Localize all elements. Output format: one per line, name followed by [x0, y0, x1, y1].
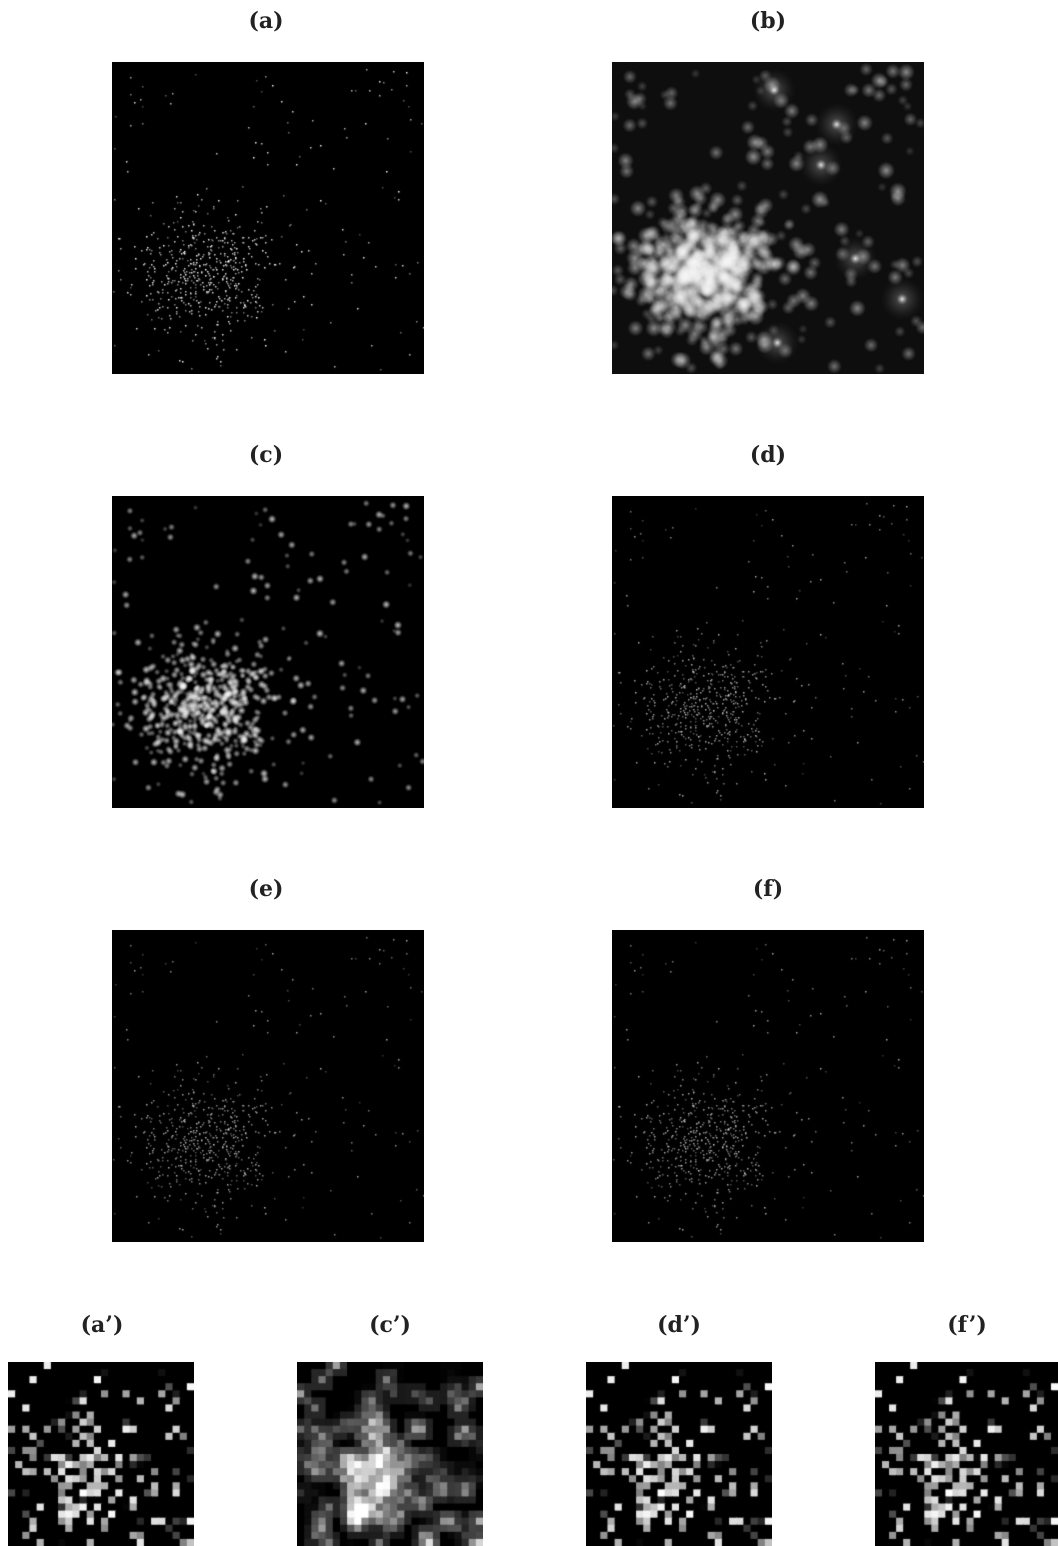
panel-a-canvas [112, 62, 424, 374]
panel-d-image [612, 496, 924, 808]
panel-a-prime-image [8, 1362, 194, 1546]
panel-a-prime-label: (a’) [80, 1312, 124, 1338]
panel-c-prime-label: (c’) [369, 1312, 411, 1338]
panel-f-prime-image [875, 1362, 1058, 1546]
panel-c-prime-canvas [297, 1362, 483, 1546]
panel-f-image [612, 930, 924, 1242]
panel-c-label: (c) [248, 442, 284, 468]
panel-d-prime-image [586, 1362, 772, 1546]
panel-a-label: (a) [248, 8, 284, 34]
panel-d-prime-label: (d’) [657, 1312, 701, 1338]
panel-d-label: (d) [749, 442, 787, 468]
panel-f-prime-label: (f’) [947, 1312, 987, 1338]
panel-a-image [112, 62, 424, 374]
panel-f-canvas [612, 930, 924, 1242]
panel-f-label: (f) [752, 876, 784, 902]
panel-b-canvas [612, 62, 924, 374]
panel-f-prime-canvas [875, 1362, 1058, 1546]
panel-e-canvas [112, 930, 424, 1242]
panel-e-label: (e) [248, 876, 284, 902]
panel-c-canvas [112, 496, 424, 808]
panel-d-canvas [612, 496, 924, 808]
panel-b-label: (b) [749, 8, 787, 34]
panel-a-prime-canvas [8, 1362, 194, 1546]
panel-c-image [112, 496, 424, 808]
panel-d-prime-canvas [586, 1362, 772, 1546]
panel-e-image [112, 930, 424, 1242]
panel-b-image [612, 62, 924, 374]
panel-c-prime-image [297, 1362, 483, 1546]
